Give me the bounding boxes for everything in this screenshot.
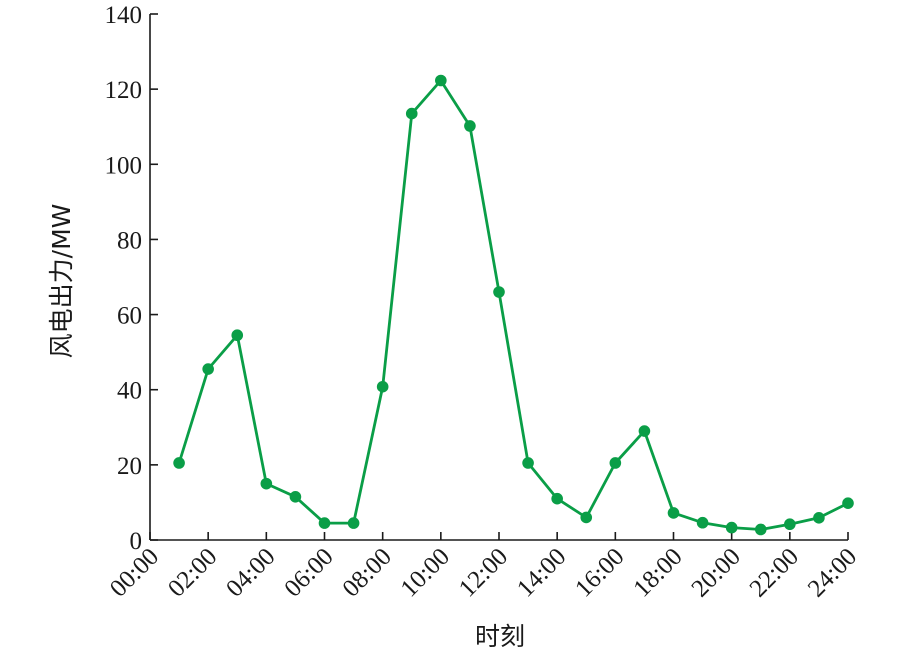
data-point-0-20 (754, 523, 767, 536)
x-tick-label-2: 04:00 (221, 543, 280, 602)
data-point-0-18 (696, 516, 709, 529)
data-point-0-9 (435, 74, 447, 87)
x-tick-label-6: 12:00 (454, 543, 513, 602)
y-tick-label-3: 60 (117, 303, 142, 330)
x-tick-label-4: 08:00 (338, 543, 397, 602)
x-tick-label-9: 18:00 (628, 543, 687, 602)
y-tick-label-1: 20 (117, 453, 142, 480)
data-point-0-19 (725, 521, 738, 534)
y-tick-label-5: 100 (105, 152, 143, 179)
y-axis-ticks: 0 20 40 60 80 100 120 140 (105, 2, 158, 555)
x-tick-label-5: 10:00 (396, 543, 455, 602)
data-point-0-22 (813, 512, 825, 524)
series-layer (173, 74, 854, 536)
data-point-0-11 (493, 286, 505, 298)
y-tick-label-4: 80 (117, 227, 142, 254)
x-tick-label-8: 16:00 (570, 543, 629, 602)
data-point-0-0 (173, 457, 185, 469)
x-tick-label-1: 02:00 (163, 543, 222, 602)
data-point-0-21 (784, 518, 796, 531)
data-point-0-1 (202, 363, 214, 375)
data-point-0-17 (667, 507, 680, 519)
data-point-0-7 (376, 380, 389, 393)
y-tick-label-6: 120 (105, 77, 143, 104)
data-point-0-14 (580, 511, 593, 524)
x-tick-label-12: 24:00 (803, 543, 862, 602)
data-point-0-5 (318, 517, 331, 529)
x-tick-label-7: 14:00 (512, 543, 571, 602)
data-point-0-6 (347, 517, 360, 529)
data-point-0-13 (551, 492, 563, 505)
y-axis-title: 风电出力/MW (47, 204, 76, 359)
x-tick-label-10: 20:00 (687, 543, 746, 602)
data-point-0-12 (522, 457, 534, 469)
data-point-0-23 (842, 497, 854, 509)
data-point-0-2 (231, 329, 244, 342)
x-axis-title: 时刻 (475, 622, 525, 651)
x-tick-label-11: 22:00 (745, 543, 804, 602)
y-tick-label-0: 0 (130, 528, 143, 555)
axes (149, 14, 848, 541)
data-point-0-8 (405, 107, 418, 120)
data-point-0-15 (609, 457, 622, 469)
data-point-0-4 (289, 490, 302, 503)
x-tick-label-3: 06:00 (279, 543, 338, 602)
x-axis-ticks: 00:0002:0004:0006:0008:0010:0012:0014:00… (105, 532, 862, 603)
data-point-0-10 (464, 120, 476, 132)
data-point-0-16 (638, 425, 651, 437)
y-tick-label-2: 40 (117, 378, 142, 405)
series-line-0 (177, 79, 849, 531)
data-point-0-3 (260, 477, 273, 490)
y-tick-label-7: 140 (105, 2, 143, 29)
